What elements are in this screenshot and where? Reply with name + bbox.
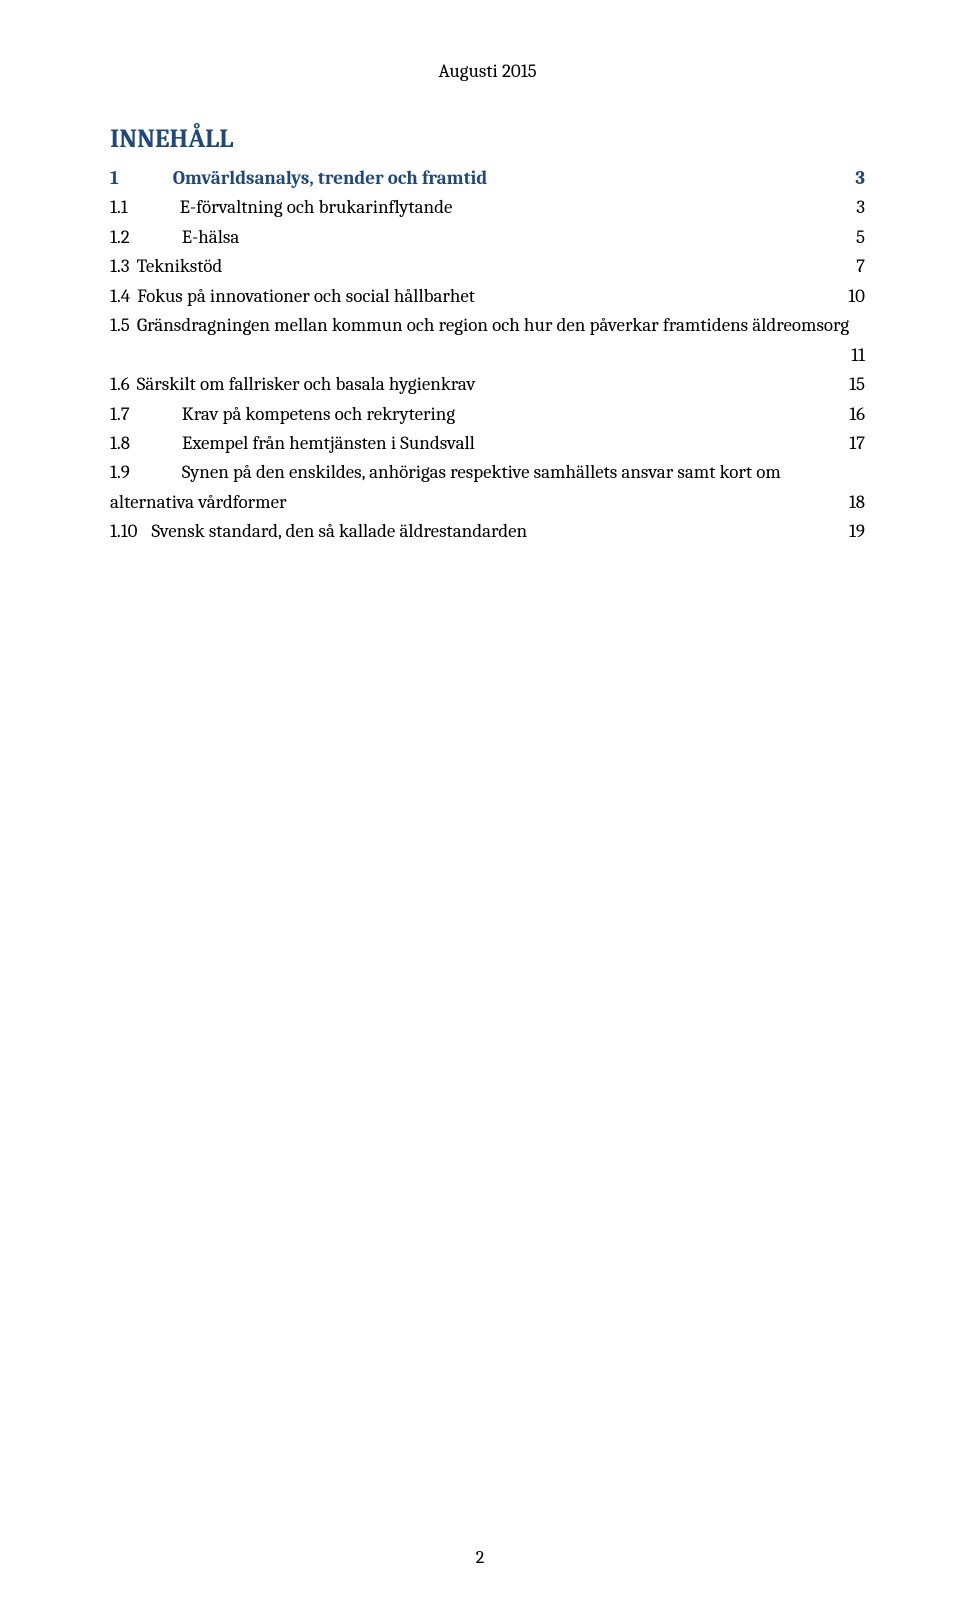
toc-number: 1.5: [110, 311, 130, 340]
toc-label: Särskilt om fallrisker och basala hygien…: [137, 370, 476, 399]
toc-row: 1 Omvärldsanalys, trender och framtid 3: [110, 164, 865, 193]
toc-page: 3: [841, 164, 865, 193]
toc-row: 1.5 Gränsdragningen mellan kommun och re…: [110, 311, 865, 340]
toc-row: 1.4 Fokus på innovationer och social hål…: [110, 282, 865, 311]
toc-row: 1.8 Exempel från hemtjänsten i Sundsvall…: [110, 429, 865, 458]
toc-heading: INNEHÅLL: [110, 124, 865, 154]
toc-row-continuation: alternativa vårdformer 18: [110, 488, 865, 517]
toc-row: 1.9 Synen på den enskildes, anhörigas re…: [110, 458, 865, 487]
toc-page: 15: [841, 370, 865, 399]
toc-page: 11: [841, 341, 865, 370]
toc-row: 1.2 E-hälsa 5: [110, 223, 865, 252]
toc-label: Exempel från hemtjänsten i Sundsvall: [182, 429, 475, 458]
toc-page: 3: [841, 193, 865, 222]
toc-number: 1.3: [110, 252, 130, 281]
toc-number: 1.1: [110, 193, 128, 222]
toc-label: Fokus på innovationer och social hållbar…: [137, 282, 475, 311]
toc-page: 5: [841, 223, 865, 252]
toc-number: 1.8: [110, 429, 130, 458]
toc-number: 1: [110, 164, 119, 193]
toc-number: 1.7: [110, 400, 130, 429]
toc-number: 1.9: [110, 458, 130, 487]
toc-number: 1.4: [110, 282, 130, 311]
toc-page: 17: [841, 429, 865, 458]
toc-number: 1.10: [110, 517, 138, 546]
toc-label: Gränsdragningen mellan kommun och region…: [137, 311, 849, 340]
toc-label: Teknikstöd: [137, 252, 223, 281]
toc-page: 7: [841, 252, 865, 281]
toc-label: Omvärldsanalys, trender och framtid: [173, 164, 488, 193]
toc-label: Svensk standard, den så kallade äldresta…: [152, 517, 528, 546]
toc-page: 18: [841, 488, 865, 517]
toc-row: 1.1 E-förvaltning och brukarinflytande 3: [110, 193, 865, 222]
toc-label: E-förvaltning och brukarinflytande: [180, 193, 453, 222]
toc-row: 1.10 Svensk standard, den så kallade äld…: [110, 517, 865, 546]
page-container: Augusti 2015 INNEHÅLL 1 Omvärldsanalys, …: [0, 0, 960, 1608]
toc-label: alternativa vårdformer: [110, 488, 287, 517]
toc-row: 1.7 Krav på kompetens och rekrytering 16: [110, 400, 865, 429]
toc-number: 1.6: [110, 370, 130, 399]
toc-number: 1.2: [110, 223, 130, 252]
toc-label: Krav på kompetens och rekrytering: [182, 400, 455, 429]
toc-page: 16: [841, 400, 865, 429]
toc-row: 1.6 Särskilt om fallrisker och basala hy…: [110, 370, 865, 399]
toc-row: 1.3 Teknikstöd 7: [110, 252, 865, 281]
running-header: Augusti 2015: [110, 60, 865, 82]
footer-page-number: 2: [0, 1547, 960, 1568]
toc-page: 19: [841, 517, 865, 546]
toc-page: 10: [841, 282, 865, 311]
toc-row-continuation: 11: [110, 341, 865, 370]
toc-label: Synen på den enskildes, anhörigas respek…: [182, 458, 781, 487]
toc-label: E-hälsa: [182, 223, 240, 252]
